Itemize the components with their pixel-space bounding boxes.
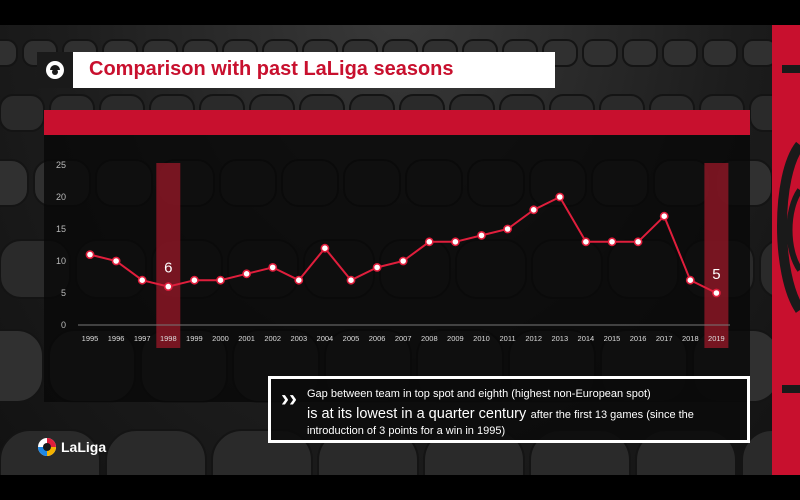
data-point [111, 256, 121, 266]
callout-line-2-rest: after the first 13 games (since the [530, 409, 694, 421]
x-tick-label: 2003 [290, 334, 307, 343]
x-tick-label: 2009 [447, 334, 464, 343]
title-banner: Comparison with past LaLiga seasons [37, 52, 555, 88]
callout-emphasis: is at its lowest in a quarter century [307, 406, 527, 422]
seat-shape [0, 329, 44, 403]
brand-footer: LaLiga [37, 437, 106, 457]
data-point [242, 269, 251, 279]
data-point [372, 262, 382, 272]
x-tick-label: 1996 [108, 334, 125, 343]
letterbox-top [0, 0, 800, 25]
x-tick-label: 2016 [630, 334, 647, 343]
data-point [659, 211, 669, 221]
y-tick-label: 5 [61, 288, 66, 298]
data-point [633, 237, 643, 247]
callout-box: ›› Gap between team in top spot and eigh… [268, 376, 750, 443]
seat-shape [662, 39, 698, 67]
y-tick-label: 25 [56, 160, 66, 170]
seat-shape [582, 39, 618, 67]
laliga-logo-icon [37, 52, 73, 88]
page-title: Comparison with past LaLiga seasons [89, 58, 454, 80]
x-tick-label: 2010 [473, 334, 490, 343]
highlight-band-1998 [156, 163, 181, 348]
y-tick-label: 10 [56, 256, 66, 266]
x-tick-label: 2017 [656, 334, 673, 343]
x-tick-label: 1998 [160, 334, 177, 343]
data-point [85, 250, 95, 259]
series-line [89, 195, 717, 294]
data-point [268, 262, 278, 272]
callout-line-2: is at its lowest in a quarter century af… [307, 405, 694, 423]
x-tick-label: 2015 [604, 334, 621, 343]
data-point [503, 224, 512, 234]
x-tick-label: 2004 [317, 334, 334, 343]
x-tick-label: 1997 [134, 334, 151, 343]
data-point [294, 275, 304, 285]
y-tick-label: 15 [56, 224, 66, 234]
x-tick-label: 2001 [238, 334, 255, 343]
chevron-double-right-icon: ›› [281, 385, 297, 412]
data-point [163, 282, 173, 291]
x-tick-label: 2006 [369, 334, 386, 343]
data-point [320, 243, 330, 253]
chart-accent-stripe [44, 110, 750, 135]
x-tick-label: 2018 [682, 334, 699, 343]
x-tick-label: 2008 [421, 334, 438, 343]
seat-shape [0, 39, 18, 67]
data-point [477, 230, 486, 240]
data-point [346, 275, 356, 285]
data-point [529, 205, 539, 215]
highlight-band-2019 [704, 163, 729, 348]
y-tick-label: 0 [61, 320, 66, 330]
seat-shape [0, 159, 29, 207]
x-tick-label: 2013 [551, 334, 568, 343]
data-point [685, 275, 695, 285]
data-point [424, 237, 434, 247]
x-tick-label: 2007 [395, 334, 412, 343]
x-tick-label: 2014 [578, 334, 595, 343]
x-tick-label: 2000 [212, 334, 229, 343]
data-label-2019: 5 [712, 266, 720, 283]
y-tick-label: 20 [56, 192, 66, 202]
data-point [712, 288, 721, 298]
x-tick-label: 1999 [186, 334, 203, 343]
seat-shape [702, 39, 738, 67]
letterbox-bottom [0, 475, 800, 500]
data-point [216, 275, 225, 285]
data-point [581, 237, 591, 247]
seat-shape [622, 39, 658, 67]
data-point [555, 192, 565, 202]
x-tick-label: 2002 [264, 334, 281, 343]
data-point [398, 256, 408, 266]
x-tick-label: 2012 [525, 334, 542, 343]
data-point [189, 275, 199, 285]
x-tick-label: 2005 [343, 334, 360, 343]
brand-name: LaLiga [61, 439, 107, 455]
callout-line-1: Gap between team in top spot and eighth … [307, 388, 651, 400]
laliga-brand-icon [38, 438, 56, 456]
data-label-1998: 6 [164, 260, 172, 277]
callout-line-3: introduction of 3 points for a win in 19… [307, 425, 506, 437]
data-point [137, 275, 147, 285]
x-tick-label: 2019 [708, 334, 725, 343]
data-point [607, 237, 617, 247]
data-point [450, 237, 460, 247]
decorative-red-stripe [772, 25, 800, 475]
x-tick-label: 2011 [500, 334, 516, 343]
x-tick-label: 1995 [82, 334, 99, 343]
